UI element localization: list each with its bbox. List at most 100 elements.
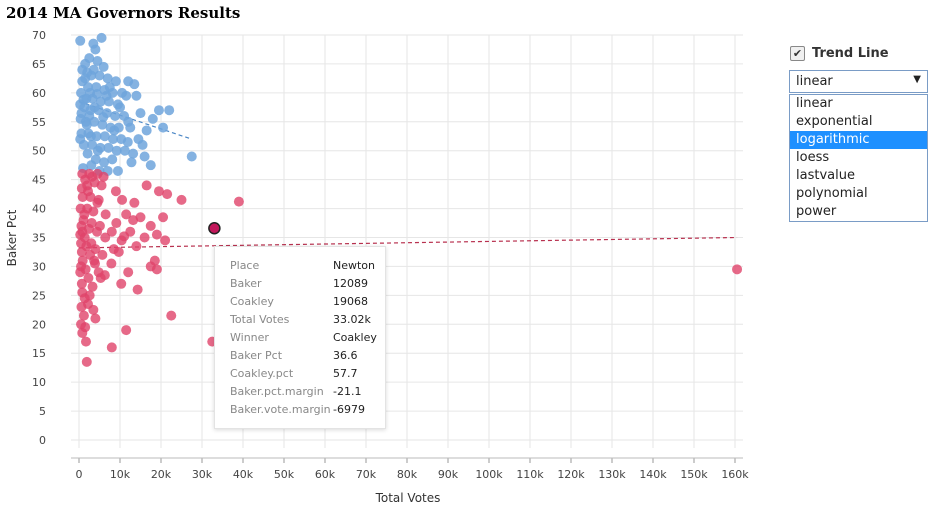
data-point-baker[interactable] <box>110 111 121 121</box>
highlighted-data-point[interactable] <box>208 221 221 235</box>
data-point-baker[interactable] <box>123 116 134 127</box>
data-point-coakley[interactable] <box>89 255 100 266</box>
data-point-baker[interactable] <box>82 148 93 159</box>
data-point-baker[interactable] <box>121 90 132 101</box>
data-point-coakley[interactable] <box>139 232 150 243</box>
data-point-coakley[interactable] <box>117 194 128 205</box>
data-point-coakley[interactable] <box>106 226 117 237</box>
data-point-coakley[interactable] <box>79 209 90 220</box>
data-point-coakley[interactable] <box>145 220 156 231</box>
data-point-baker[interactable] <box>88 64 99 75</box>
data-point-baker[interactable] <box>122 137 133 148</box>
data-point-baker[interactable] <box>129 79 140 90</box>
data-point-coakley[interactable] <box>92 226 103 237</box>
data-point-coakley[interactable] <box>95 273 106 283</box>
data-point-coakley[interactable] <box>98 171 109 182</box>
trend-option-lastvalue[interactable]: lastvalue <box>796 168 855 183</box>
data-point-coakley[interactable] <box>84 290 95 301</box>
data-point-baker[interactable] <box>96 32 107 43</box>
data-point-baker[interactable] <box>97 119 108 130</box>
data-point-baker[interactable] <box>107 154 118 165</box>
data-point-baker[interactable] <box>85 131 96 142</box>
data-point-coakley[interactable] <box>82 180 93 191</box>
data-point-baker[interactable] <box>145 160 156 171</box>
data-point-baker[interactable] <box>103 142 114 153</box>
data-point-baker[interactable] <box>112 165 123 176</box>
trend-type-select[interactable]: linear ▼ <box>789 70 928 93</box>
data-point-baker[interactable] <box>92 145 103 156</box>
data-point-baker[interactable] <box>111 145 122 156</box>
data-point-coakley[interactable] <box>75 267 86 278</box>
trend-option-loess[interactable]: loess <box>796 150 830 165</box>
data-point-coakley[interactable] <box>162 189 173 200</box>
data-point-coakley[interactable] <box>176 194 187 205</box>
data-point-baker[interactable] <box>115 102 125 113</box>
data-point-coakley[interactable] <box>88 304 99 315</box>
data-point-baker[interactable] <box>164 105 175 116</box>
data-point-coakley[interactable] <box>83 273 94 283</box>
data-point-baker[interactable] <box>135 108 146 119</box>
data-point-baker[interactable] <box>137 139 148 150</box>
trend-line-checkbox[interactable]: ✔ <box>790 46 805 61</box>
data-point-coakley[interactable] <box>111 218 122 229</box>
data-point-baker[interactable] <box>76 108 87 119</box>
data-point-coakley[interactable] <box>151 229 162 240</box>
data-point-coakley[interactable] <box>166 310 177 321</box>
data-point-coakley[interactable] <box>121 325 132 336</box>
data-point-baker[interactable] <box>78 94 89 105</box>
data-point-baker[interactable] <box>98 112 109 123</box>
data-point-baker[interactable] <box>186 151 197 162</box>
data-point-coakley[interactable] <box>110 186 121 197</box>
data-point-coakley[interactable] <box>153 186 164 197</box>
data-point-coakley[interactable] <box>100 209 111 220</box>
trend-option-exponential[interactable]: exponential <box>796 114 873 129</box>
data-point-coakley[interactable] <box>77 226 88 237</box>
data-point-coakley[interactable] <box>81 356 92 367</box>
data-point-baker[interactable] <box>92 89 103 100</box>
data-point-baker[interactable] <box>153 105 164 116</box>
data-point-baker[interactable] <box>104 82 115 93</box>
data-point-coakley[interactable] <box>100 232 111 243</box>
data-point-baker[interactable] <box>90 44 101 55</box>
data-point-coakley[interactable] <box>131 241 142 252</box>
data-point-baker[interactable] <box>75 35 86 46</box>
data-point-coakley[interactable] <box>141 180 152 191</box>
data-point-coakley[interactable] <box>92 197 103 208</box>
data-point-baker[interactable] <box>84 111 95 121</box>
trend-option-polynomial[interactable]: polynomial <box>796 186 868 201</box>
data-point-coakley[interactable] <box>106 342 117 353</box>
data-point-baker[interactable] <box>131 90 142 101</box>
data-point-baker[interactable] <box>102 73 113 84</box>
data-point-baker[interactable] <box>86 160 97 171</box>
data-point-coakley[interactable] <box>76 301 87 312</box>
data-point-coakley[interactable] <box>116 278 127 289</box>
data-point-coakley[interactable] <box>128 215 139 226</box>
data-point-baker[interactable] <box>128 148 139 159</box>
data-point-coakley[interactable] <box>106 258 117 269</box>
data-point-baker[interactable] <box>81 119 92 130</box>
data-point-coakley[interactable] <box>113 246 124 257</box>
data-point-coakley[interactable] <box>233 196 244 207</box>
data-point-coakley[interactable] <box>158 212 169 223</box>
data-point-baker[interactable] <box>139 151 150 162</box>
data-point-baker[interactable] <box>89 102 100 113</box>
trend-option-power[interactable]: power <box>796 204 837 219</box>
data-point-coakley[interactable] <box>121 209 132 220</box>
data-point-coakley[interactable] <box>77 192 88 202</box>
data-point-coakley[interactable] <box>90 313 101 324</box>
data-point-baker[interactable] <box>109 125 120 136</box>
data-point-coakley[interactable] <box>87 281 98 292</box>
data-point-baker[interactable] <box>78 139 89 150</box>
data-point-baker[interactable] <box>126 157 137 168</box>
data-point-coakley[interactable] <box>732 264 743 275</box>
data-point-coakley[interactable] <box>88 206 99 217</box>
trend-option-logarithmic[interactable]: logarithmic <box>790 131 927 149</box>
data-point-coakley[interactable] <box>76 278 87 289</box>
data-point-baker[interactable] <box>98 61 109 72</box>
trend-line-toggle[interactable]: ✔ Trend Line <box>790 46 889 61</box>
data-point-baker[interactable] <box>101 90 112 101</box>
data-point-baker[interactable] <box>108 134 119 145</box>
data-point-baker[interactable] <box>141 125 152 136</box>
data-point-baker[interactable] <box>99 131 110 142</box>
